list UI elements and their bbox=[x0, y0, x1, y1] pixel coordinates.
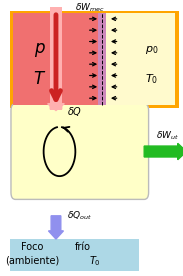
Bar bbox=[98, 13, 106, 105]
Text: frío: frío bbox=[75, 242, 91, 252]
Text: $\delta Q_{out}$: $\delta Q_{out}$ bbox=[67, 209, 92, 222]
FancyArrow shape bbox=[48, 104, 64, 110]
Text: $\delta Q$: $\delta Q$ bbox=[67, 105, 82, 118]
Text: $T_0$: $T_0$ bbox=[145, 72, 158, 86]
Text: $T_0$: $T_0$ bbox=[89, 254, 101, 268]
Bar bbox=[10, 239, 139, 270]
FancyArrow shape bbox=[144, 143, 183, 160]
Text: $p_0$: $p_0$ bbox=[145, 44, 158, 56]
Text: $\delta W_{ut}$: $\delta W_{ut}$ bbox=[156, 129, 179, 142]
Text: $\delta W_\mathit{mec}$: $\delta W_\mathit{mec}$ bbox=[74, 1, 104, 14]
Bar bbox=[10, 11, 180, 108]
Text: Foco: Foco bbox=[21, 242, 43, 252]
FancyBboxPatch shape bbox=[11, 104, 149, 199]
Text: $p$: $p$ bbox=[34, 41, 46, 59]
Bar bbox=[50, 7, 62, 110]
Bar bbox=[13, 13, 98, 105]
FancyArrow shape bbox=[48, 216, 64, 239]
Bar bbox=[106, 13, 175, 105]
Text: $T$: $T$ bbox=[33, 70, 47, 88]
Text: (ambiente): (ambiente) bbox=[5, 255, 59, 265]
